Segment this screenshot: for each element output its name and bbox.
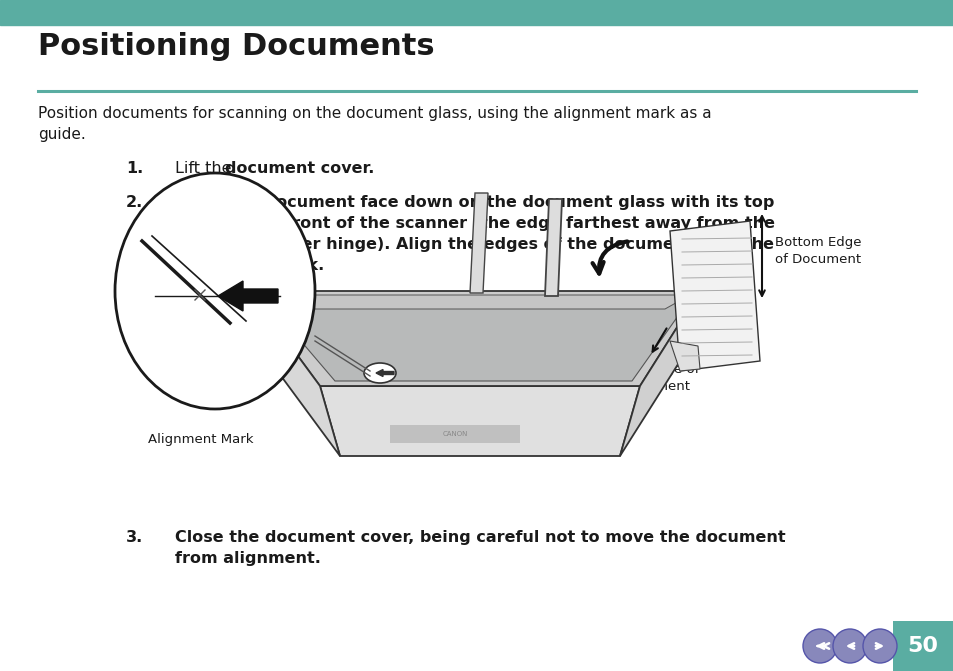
Polygon shape bbox=[250, 291, 339, 456]
Polygon shape bbox=[669, 221, 760, 371]
Polygon shape bbox=[265, 295, 689, 309]
Text: Bottom Edge
of Document: Bottom Edge of Document bbox=[774, 236, 861, 266]
FancyArrowPatch shape bbox=[592, 242, 627, 274]
Text: 50: 50 bbox=[906, 636, 938, 656]
Bar bbox=[390, 425, 519, 443]
Text: Top Edge of
Document: Top Edge of Document bbox=[621, 363, 699, 393]
Polygon shape bbox=[470, 193, 488, 293]
Text: Alignment Mark: Alignment Mark bbox=[148, 433, 253, 446]
Text: Positioning Documents: Positioning Documents bbox=[38, 32, 435, 61]
FancyArrowPatch shape bbox=[652, 328, 666, 352]
Ellipse shape bbox=[115, 173, 314, 409]
Text: Lift the: Lift the bbox=[174, 161, 236, 176]
Text: Close the document cover, being careful not to move the document
from alignment.: Close the document cover, being careful … bbox=[174, 530, 785, 566]
Bar bbox=[892, 621, 953, 671]
Text: 1.: 1. bbox=[126, 161, 143, 176]
Polygon shape bbox=[319, 386, 639, 456]
Ellipse shape bbox=[364, 363, 395, 383]
Text: document cover.: document cover. bbox=[225, 161, 374, 176]
Text: 2.: 2. bbox=[126, 195, 143, 209]
Bar bbox=[0, 0, 953, 25]
Text: Position documents for scanning on the document glass, using the alignment mark : Position documents for scanning on the d… bbox=[38, 106, 711, 121]
FancyArrowPatch shape bbox=[759, 216, 764, 296]
Circle shape bbox=[862, 629, 896, 663]
Circle shape bbox=[832, 629, 866, 663]
Circle shape bbox=[802, 629, 836, 663]
Text: Place the document face down on the document glass with its top
edge at the fron: Place the document face down on the docu… bbox=[174, 195, 774, 272]
FancyArrow shape bbox=[218, 281, 277, 311]
Polygon shape bbox=[619, 291, 700, 456]
Text: CANON: CANON bbox=[442, 431, 467, 437]
Polygon shape bbox=[265, 299, 689, 381]
Polygon shape bbox=[544, 199, 561, 296]
Text: 3.: 3. bbox=[126, 530, 143, 545]
Polygon shape bbox=[669, 341, 700, 371]
FancyArrow shape bbox=[375, 370, 394, 376]
Text: guide.: guide. bbox=[38, 127, 86, 142]
Polygon shape bbox=[250, 291, 700, 386]
